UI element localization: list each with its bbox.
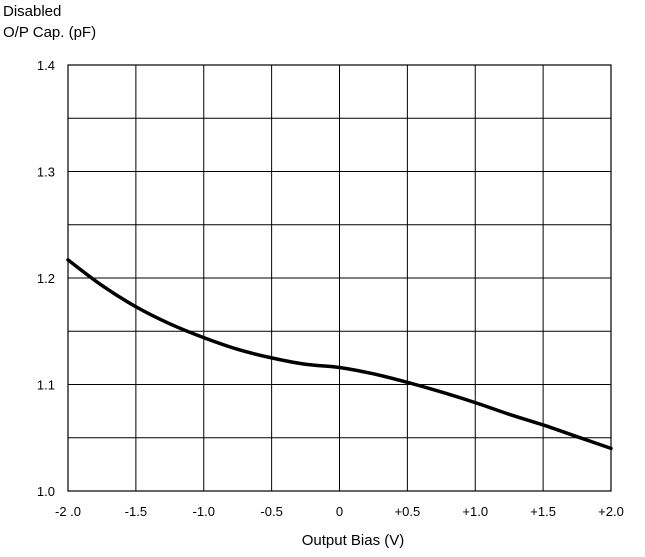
series-layer: [66, 258, 613, 451]
y-tick-label-4: 1.4: [37, 58, 55, 73]
x-tick-label-1: -1.5: [125, 504, 147, 519]
y-tick-labels: 1.0 1.1 1.2 1.3 1.4: [37, 58, 55, 499]
y-axis-label-line-1: Disabled: [3, 3, 62, 20]
x-tick-label-4: 0: [336, 504, 343, 519]
plot-frame: [67, 64, 612, 492]
x-tick-label-7: +1.5: [530, 504, 556, 519]
y-axis-label-line-2: O/P Cap. (pF): [3, 24, 97, 41]
y-tick-label-2: 1.2: [37, 271, 55, 286]
x-tick-label-5: +0.5: [395, 504, 421, 519]
grid: [67, 64, 612, 492]
x-axis-label: Output Bias (V): [302, 532, 405, 549]
x-tick-label-0: -2 .0: [55, 504, 81, 519]
y-tick-label-0: 1.0: [37, 484, 55, 499]
x-tick-label-6: +1.0: [462, 504, 488, 519]
x-tick-label-3: -0.5: [260, 504, 282, 519]
x-tick-label-2: -1.0: [193, 504, 215, 519]
y-tick-label-1: 1.1: [37, 378, 55, 393]
y-tick-label-3: 1.3: [37, 165, 55, 180]
x-tick-labels: -2 .0 -1.5 -1.0 -0.5 0 +0.5 +1.0 +1.5 +2.0: [55, 504, 624, 519]
x-tick-label-8: +2.0: [598, 504, 624, 519]
